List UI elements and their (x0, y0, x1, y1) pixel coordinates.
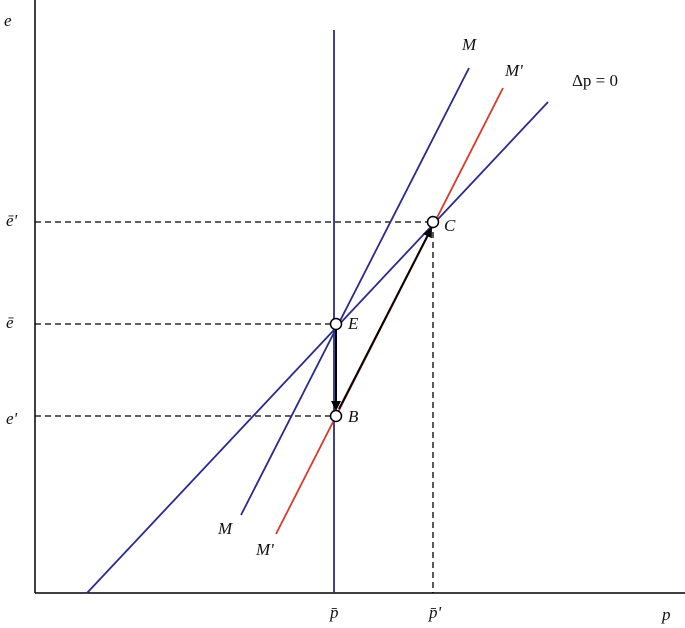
curve-label: Δp = 0 (572, 71, 618, 90)
point (329, 317, 343, 331)
delta-p-line (86, 101, 549, 594)
curve-label: M (461, 35, 477, 54)
point-label: B (348, 407, 359, 426)
level-label: e' (6, 409, 18, 428)
m-line (240, 67, 470, 516)
point (329, 409, 343, 423)
axis-label: e (4, 11, 12, 30)
point-label: E (347, 314, 359, 333)
curve-label: M' (504, 61, 523, 80)
axis-label: p (661, 605, 671, 624)
point-label: C (444, 216, 456, 235)
level-label: p̄' (428, 603, 442, 622)
arrow (338, 227, 432, 410)
level-label: p̄ (329, 603, 339, 622)
point (426, 215, 440, 229)
level-label: ē (6, 313, 14, 332)
curve-label: M (217, 519, 233, 538)
curve-label: M' (255, 540, 274, 559)
level-label: ē' (6, 211, 18, 230)
